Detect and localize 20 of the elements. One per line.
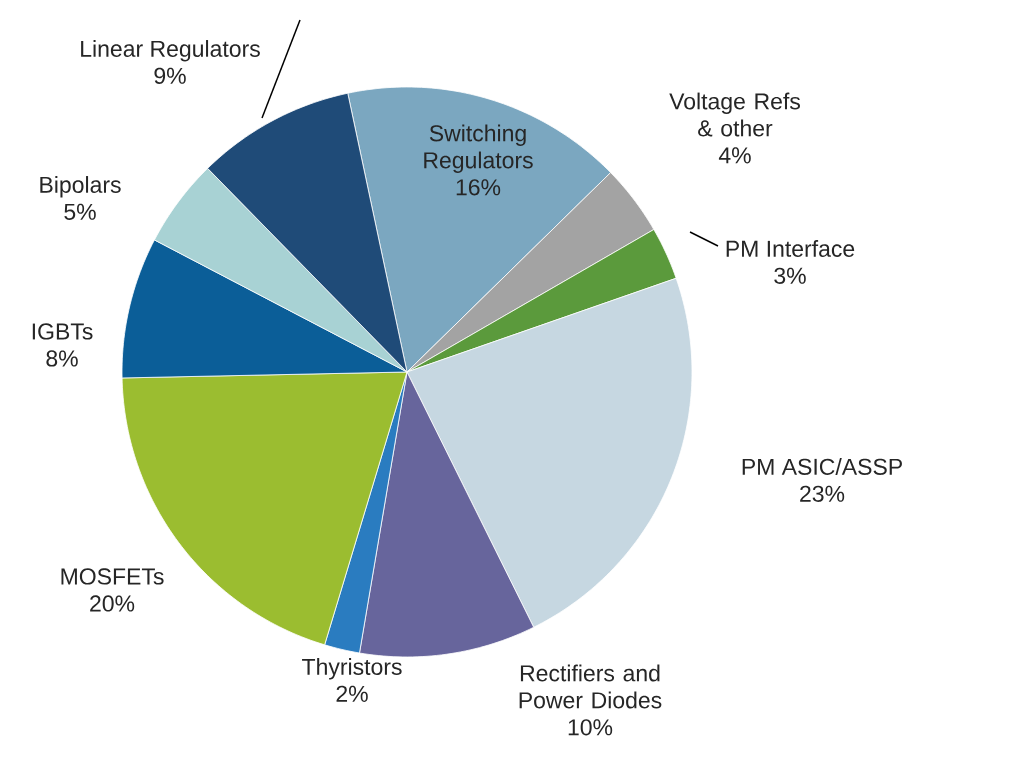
data-label: 5% xyxy=(64,203,96,220)
slice-label: MOSFETs xyxy=(61,568,164,585)
slice-label: Rectifiers and Power Diodes xyxy=(519,664,662,709)
slice-label: PM ASIC/ASSP xyxy=(742,458,902,475)
slice-label: Voltage Refs & other xyxy=(669,92,800,137)
data-label: 23% xyxy=(800,485,845,502)
data-label: 2% xyxy=(336,685,368,702)
slice-label: Thyristors xyxy=(302,658,402,680)
slice-label: Bipolars xyxy=(40,176,121,198)
data-label: 8% xyxy=(46,350,78,367)
slice-label: Linear Regulators xyxy=(81,40,260,62)
data-label: 10% xyxy=(568,719,613,736)
data-label: 20% xyxy=(90,595,135,612)
data-label: 16% xyxy=(456,179,501,196)
slice-label: IGBTs xyxy=(32,323,93,340)
data-label: 4% xyxy=(718,147,751,164)
data-label: 9% xyxy=(154,67,186,84)
data-label: 3% xyxy=(774,267,806,284)
slice-label: Switching Regulators xyxy=(424,124,533,173)
slice-label: PM Interface xyxy=(726,240,855,257)
